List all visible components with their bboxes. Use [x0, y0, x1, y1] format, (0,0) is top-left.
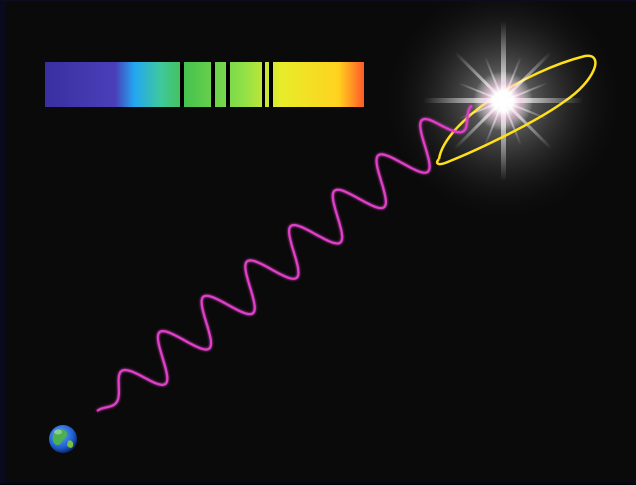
spectrum-gradient [45, 62, 364, 107]
earth-continent [67, 440, 74, 448]
light-wave [96, 104, 473, 412]
absorption-line [269, 62, 273, 107]
absorption-line [180, 62, 184, 107]
earth-highlight [54, 429, 62, 435]
absorption-line [211, 62, 215, 107]
earth-continent [52, 428, 68, 446]
planet-orbit-front [435, 99, 566, 166]
absorption-line [226, 62, 230, 107]
diagram-canvas [45, 1, 628, 453]
absorption-line [262, 62, 265, 107]
planet-orbit-back [437, 54, 597, 160]
earth-icon [49, 425, 77, 453]
spectrum-bar [45, 62, 364, 107]
star-core [473, 71, 533, 131]
